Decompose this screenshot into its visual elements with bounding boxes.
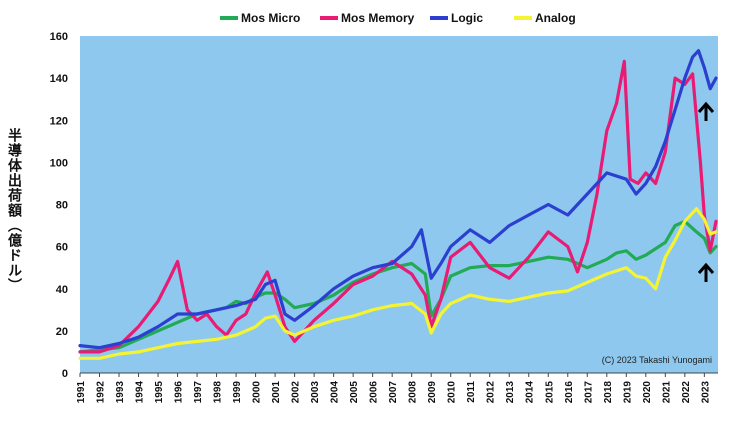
x-tick-label: 2020: [642, 381, 653, 404]
legend-label-mos-memory: Mos Memory: [341, 11, 415, 25]
y-tick-label: 120: [50, 115, 68, 127]
x-tick-label: 2002: [291, 381, 302, 404]
x-tick-label: 2017: [583, 381, 594, 404]
legend-label-mos-micro: Mos Micro: [241, 11, 300, 25]
x-tick-label: 2010: [447, 381, 458, 404]
legend-label-analog: Analog: [535, 11, 576, 25]
x-tick-label: 1999: [232, 381, 243, 404]
series-lines: [78, 49, 718, 360]
x-tick-label: 1997: [193, 381, 204, 404]
x-tick-label: 2022: [681, 381, 692, 404]
x-tick-label: 1998: [213, 381, 224, 404]
x-tick-label: 2005: [349, 381, 360, 404]
x-tick-label: 1996: [174, 381, 185, 404]
x-tick-label: 2021: [661, 381, 672, 404]
x-tick-label: 2016: [564, 381, 575, 404]
x-tick-label: 2014: [525, 381, 536, 404]
x-tick-label: 2007: [388, 381, 399, 404]
x-tick-label: 2006: [369, 381, 380, 404]
x-tick-label: 2012: [486, 381, 497, 404]
x-tick-label: 2004: [330, 381, 341, 404]
x-tick-label: 2023: [700, 381, 711, 404]
arrow-up-icon: [697, 262, 715, 282]
y-axis-title: 半導体出荷額（億ドル）: [6, 128, 22, 293]
x-tick-label: 2018: [603, 381, 614, 404]
x-tick-label: 2009: [427, 381, 438, 404]
x-tick-label: 1995: [154, 381, 165, 404]
y-tick-label: 20: [56, 326, 68, 338]
legend: Mos Micro Mos Memory Logic Analog: [220, 11, 576, 25]
x-tick-label: 1991: [76, 381, 87, 404]
annotation-arrows: [697, 101, 715, 282]
x-axis: 1991 1992 1993 1994 1995 1996 1997 1998 1999 2000…: [76, 372, 718, 404]
legend-label-logic: Logic: [451, 11, 483, 25]
plot-area: [80, 36, 718, 373]
y-tick-label: 0: [62, 368, 68, 380]
y-tick-label: 80: [56, 200, 68, 212]
y-tick-label: 60: [56, 242, 68, 254]
x-tick-label: 2015: [544, 381, 555, 404]
y-tick-label: 100: [50, 157, 68, 169]
series-line-logic: [78, 49, 718, 350]
arrow-up-icon: [697, 101, 715, 121]
series-line-analog: [78, 207, 718, 360]
y-axis: 0 20 40 60 80 100 120 140 160: [50, 31, 68, 380]
x-tick-label: 2011: [466, 381, 477, 403]
x-tick-label: 2003: [310, 381, 321, 404]
x-tick-label: 2019: [622, 381, 633, 404]
x-tick-label: 2001: [271, 381, 282, 404]
y-tick-label: 40: [56, 284, 68, 296]
x-tick-label: 1993: [115, 381, 126, 404]
y-tick-label: 140: [50, 73, 68, 85]
x-tick-label: 2013: [505, 381, 516, 404]
copyright-credit: (C) 2023 Takashi Yunogami: [602, 355, 712, 365]
x-tick-label: 2000: [252, 381, 263, 404]
x-tick-label: 2008: [408, 381, 419, 404]
x-tick-label: 1992: [96, 381, 107, 404]
y-tick-label: 160: [50, 31, 68, 43]
x-tick-label: 1994: [135, 381, 146, 404]
